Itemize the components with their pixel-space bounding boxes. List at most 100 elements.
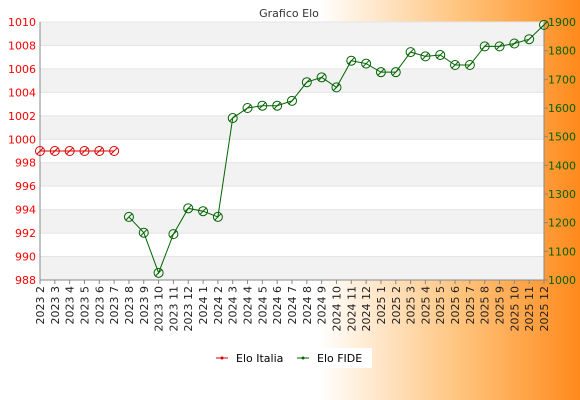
legend-marker [301,356,305,360]
data-point [301,77,312,88]
data-point [64,146,75,156]
x-tick-label: 2024 8 [301,286,314,325]
data-point [509,38,520,49]
data-point-marker [214,213,222,221]
data-point [198,206,209,217]
data-point [35,146,45,156]
grid-band [40,256,544,280]
left-tick-label: 994 [15,204,36,217]
data-point-marker [332,83,340,91]
left-tick-label: 992 [15,227,36,240]
x-tick-label: 2023 11 [167,286,180,332]
data-point-marker [288,97,296,105]
right-tick-label: 1300 [548,188,576,201]
data-point [539,19,549,30]
legend-label: Elo Italia [236,352,283,365]
data-point-marker [95,147,103,155]
data-point [405,47,416,58]
left-tick-label: 1010 [8,16,36,29]
data-point [435,49,446,60]
left-tick-label: 1006 [8,63,36,76]
data-point [420,51,431,62]
right-tick-label: 1700 [548,73,576,86]
left-tick-label: 988 [15,274,36,287]
data-point [287,95,297,106]
x-tick-label: 2024 4 [242,286,255,325]
data-point-marker [199,207,207,215]
data-point [227,113,238,124]
x-tick-label: 2024 12 [360,286,373,332]
data-point [464,60,475,70]
data-point-marker [481,42,489,50]
x-tick-label: 2023 3 [49,286,62,325]
data-point-marker [318,73,326,81]
data-point [257,100,268,111]
series-elo-fide [123,19,549,278]
x-tick-label: 2024 11 [345,286,358,332]
right-tick-label: 1200 [548,217,576,230]
legend-marker [220,356,224,360]
data-point-marker [66,147,74,155]
right-tick-label: 1800 [548,45,576,58]
left-tick-label: 1000 [8,133,36,146]
data-point-marker [377,68,385,76]
x-tick-label: 2025 12 [538,286,551,332]
right-tick-label: 1100 [548,245,576,258]
data-point [79,146,90,156]
data-point-marker [155,269,163,277]
x-tick-label: 2025 2 [390,286,403,325]
x-tick-label: 2025 6 [449,286,462,325]
data-point-marker [184,204,192,212]
x-tick-label: 2023 6 [93,286,106,325]
data-point-marker [169,230,177,238]
x-tick-label: 2023 4 [64,286,77,325]
data-point [168,229,179,240]
legend-item: Elo FIDE [297,352,362,365]
data-point [479,41,490,52]
data-point-marker [273,102,281,110]
right-tick-label: 1900 [548,16,576,29]
data-point [272,100,283,111]
data-point-marker [140,229,148,237]
legend-box [210,348,372,368]
data-point [361,58,372,69]
data-point [390,67,401,78]
left-tick-label: 990 [15,251,36,264]
grid-band [40,22,544,46]
data-point [450,60,461,70]
data-point-marker [244,104,252,112]
data-point-marker [421,52,429,60]
data-point [49,146,60,156]
x-tick-label: 2025 9 [494,286,507,325]
data-point-marker [125,213,133,221]
data-point-marker [525,35,533,43]
data-point [212,211,223,222]
x-tick-label: 2023 7 [108,286,121,325]
grid-band [40,115,544,140]
data-point [494,41,505,52]
x-tick-label: 2023 5 [78,286,91,325]
right-tick-label: 1500 [548,131,576,144]
x-tick-label: 2024 7 [286,286,299,325]
x-tick-label: 2024 10 [330,286,343,332]
data-point [242,103,253,113]
x-tick-label: 2024 1 [197,286,210,325]
data-point-marker [258,102,266,110]
x-tick-label: 2024 9 [316,286,329,325]
right-tick-label: 1400 [548,159,576,172]
left-tick-label: 998 [15,157,36,170]
grid-band [40,68,544,93]
x-tick-label: 2023 9 [138,286,151,325]
x-tick-label: 2025 7 [464,286,477,325]
x-tick-label: 2025 11 [523,286,536,332]
data-point [123,211,134,222]
legend: Elo Italia Elo FIDE [210,348,372,368]
data-point [109,146,120,156]
data-point [375,67,386,78]
left-tick-label: 1008 [8,39,36,52]
data-point-marker [51,147,59,155]
data-point-marker [362,60,370,68]
data-point-marker [392,68,400,76]
